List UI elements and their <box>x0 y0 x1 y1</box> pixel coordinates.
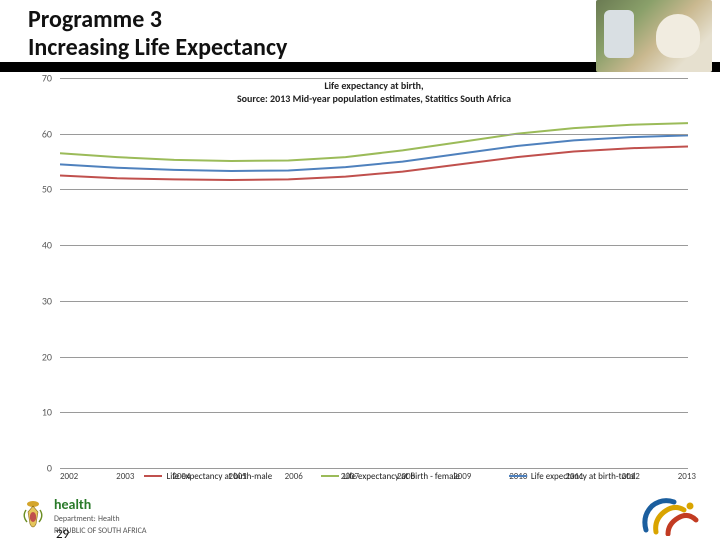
legend-swatch <box>144 475 162 477</box>
legend-label: Life expectancy at birth-total <box>531 471 636 482</box>
header-photo <box>596 0 712 72</box>
dept-line-1: Department: <box>54 514 96 524</box>
y-tick-label: 0 <box>47 462 52 475</box>
legend-label: Life expectancy at birth - female <box>343 471 460 482</box>
gridline <box>60 134 688 135</box>
plot-area: Life expectancy at birth, Source: 2013 M… <box>60 78 688 468</box>
header: Programme 3 Increasing Life Expectancy <box>0 0 720 74</box>
gridline <box>60 245 688 246</box>
legend-swatch <box>509 475 527 477</box>
slide: Programme 3 Increasing Life Expectancy 0… <box>0 0 720 540</box>
x-tick-label: 2013 <box>678 471 696 482</box>
legend-label: Life expectancy at birth-male <box>166 471 272 482</box>
dept-line-2: Health <box>98 514 120 524</box>
y-axis-labels: 010203040506070 <box>32 78 56 468</box>
campaign-logo-icon <box>640 496 704 536</box>
legend-item: Life expectancy at birth - female <box>321 471 460 482</box>
series-line <box>60 147 688 181</box>
y-tick-label: 50 <box>42 183 52 196</box>
gridline <box>60 78 688 79</box>
brand: health <box>54 496 91 513</box>
y-tick-label: 30 <box>42 294 52 307</box>
y-tick-label: 70 <box>42 72 52 85</box>
gridline <box>60 301 688 302</box>
coat-of-arms-icon <box>18 500 48 534</box>
x-tick-label: 2002 <box>60 471 78 482</box>
gridline <box>60 189 688 190</box>
footer: health Department: Health REPUBLIC OF SO… <box>0 496 720 540</box>
legend-swatch <box>321 475 339 477</box>
chart-lines <box>60 78 688 468</box>
gridline <box>60 412 688 413</box>
y-tick-label: 40 <box>42 239 52 252</box>
series-line <box>60 123 688 161</box>
legend: Life expectancy at birth-male Life expect… <box>120 468 660 484</box>
gridline <box>60 357 688 358</box>
y-tick-label: 10 <box>42 406 52 419</box>
legend-item: Life expectancy at birth-total <box>509 471 636 482</box>
y-tick-label: 20 <box>42 350 52 363</box>
y-tick-label: 60 <box>42 127 52 140</box>
legend-item: Life expectancy at birth-male <box>144 471 272 482</box>
chart: 010203040506070 Life expectancy at birth… <box>32 78 688 468</box>
